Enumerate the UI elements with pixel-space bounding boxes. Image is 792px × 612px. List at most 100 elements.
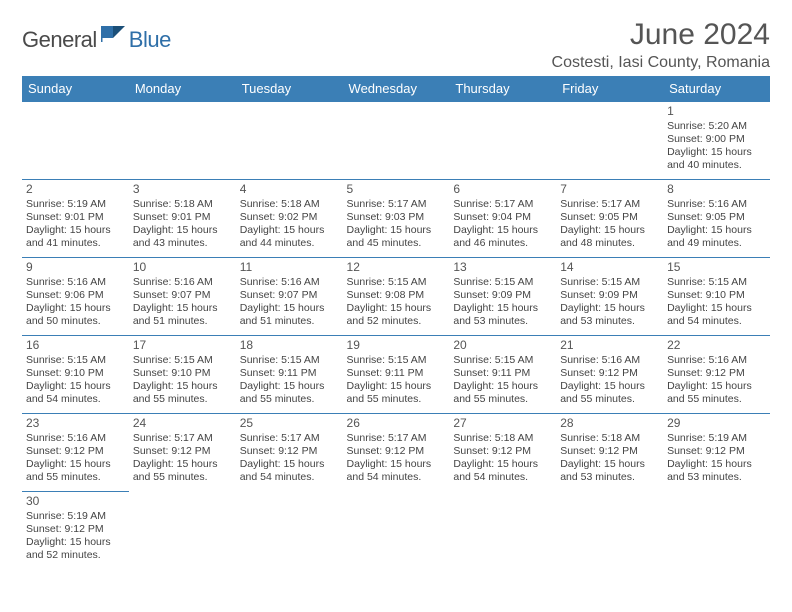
sunrise-text: Sunrise: 5:18 AM: [560, 432, 659, 445]
day-number: 20: [453, 338, 552, 353]
sunrise-text: Sunrise: 5:15 AM: [453, 354, 552, 367]
sunset-text: Sunset: 9:12 PM: [26, 445, 125, 458]
calendar-body: 1Sunrise: 5:20 AMSunset: 9:00 PMDaylight…: [22, 102, 770, 570]
sunrise-text: Sunrise: 5:19 AM: [667, 432, 766, 445]
daylight-text: Daylight: 15 hours and 53 minutes.: [560, 302, 659, 328]
day-number: 10: [133, 260, 232, 275]
daylight-text: Daylight: 15 hours and 44 minutes.: [240, 224, 339, 250]
calendar-day: 24Sunrise: 5:17 AMSunset: 9:12 PMDayligh…: [129, 414, 236, 492]
sunrise-text: Sunrise: 5:19 AM: [26, 198, 125, 211]
day-number: 28: [560, 416, 659, 431]
day-number: 19: [347, 338, 446, 353]
sunrise-text: Sunrise: 5:15 AM: [26, 354, 125, 367]
sunset-text: Sunset: 9:01 PM: [133, 211, 232, 224]
daylight-text: Daylight: 15 hours and 55 minutes.: [347, 380, 446, 406]
day-header: Thursday: [449, 76, 556, 102]
calendar-day: 18Sunrise: 5:15 AMSunset: 9:11 PMDayligh…: [236, 336, 343, 414]
sunrise-text: Sunrise: 5:17 AM: [240, 432, 339, 445]
sunset-text: Sunset: 9:10 PM: [133, 367, 232, 380]
sunrise-text: Sunrise: 5:18 AM: [240, 198, 339, 211]
calendar-day: 11Sunrise: 5:16 AMSunset: 9:07 PMDayligh…: [236, 258, 343, 336]
sunset-text: Sunset: 9:09 PM: [560, 289, 659, 302]
calendar-empty: [129, 102, 236, 180]
daylight-text: Daylight: 15 hours and 53 minutes.: [453, 302, 552, 328]
day-number: 22: [667, 338, 766, 353]
calendar-week: 30Sunrise: 5:19 AMSunset: 9:12 PMDayligh…: [22, 492, 770, 570]
day-number: 5: [347, 182, 446, 197]
daylight-text: Daylight: 15 hours and 48 minutes.: [560, 224, 659, 250]
sunrise-text: Sunrise: 5:19 AM: [26, 510, 125, 523]
sunrise-text: Sunrise: 5:18 AM: [453, 432, 552, 445]
daylight-text: Daylight: 15 hours and 52 minutes.: [26, 536, 125, 562]
day-number: 8: [667, 182, 766, 197]
sunset-text: Sunset: 9:05 PM: [560, 211, 659, 224]
sunrise-text: Sunrise: 5:17 AM: [347, 198, 446, 211]
calendar-empty: [343, 492, 450, 570]
daylight-text: Daylight: 15 hours and 51 minutes.: [240, 302, 339, 328]
calendar-empty: [556, 102, 663, 180]
day-number: 15: [667, 260, 766, 275]
calendar-empty: [22, 102, 129, 180]
logo-text-blue: Blue: [129, 27, 171, 53]
day-number: 27: [453, 416, 552, 431]
sunset-text: Sunset: 9:12 PM: [667, 445, 766, 458]
day-number: 6: [453, 182, 552, 197]
sunset-text: Sunset: 9:02 PM: [240, 211, 339, 224]
calendar-day: 10Sunrise: 5:16 AMSunset: 9:07 PMDayligh…: [129, 258, 236, 336]
day-number: 16: [26, 338, 125, 353]
calendar-day: 27Sunrise: 5:18 AMSunset: 9:12 PMDayligh…: [449, 414, 556, 492]
day-number: 30: [26, 494, 125, 509]
calendar-day: 1Sunrise: 5:20 AMSunset: 9:00 PMDaylight…: [663, 102, 770, 180]
day-header: Saturday: [663, 76, 770, 102]
location: Costesti, Iasi County, Romania: [552, 54, 770, 72]
daylight-text: Daylight: 15 hours and 55 minutes.: [133, 380, 232, 406]
calendar-day: 2Sunrise: 5:19 AMSunset: 9:01 PMDaylight…: [22, 180, 129, 258]
sunrise-text: Sunrise: 5:17 AM: [347, 432, 446, 445]
daylight-text: Daylight: 15 hours and 49 minutes.: [667, 224, 766, 250]
sunrise-text: Sunrise: 5:17 AM: [133, 432, 232, 445]
sunrise-text: Sunrise: 5:20 AM: [667, 120, 766, 133]
calendar-empty: [663, 492, 770, 570]
sunrise-text: Sunrise: 5:17 AM: [453, 198, 552, 211]
daylight-text: Daylight: 15 hours and 55 minutes.: [667, 380, 766, 406]
day-header: Sunday: [22, 76, 129, 102]
sunset-text: Sunset: 9:00 PM: [667, 133, 766, 146]
day-header: Tuesday: [236, 76, 343, 102]
calendar-day: 26Sunrise: 5:17 AMSunset: 9:12 PMDayligh…: [343, 414, 450, 492]
calendar-empty: [236, 492, 343, 570]
calendar-week: 2Sunrise: 5:19 AMSunset: 9:01 PMDaylight…: [22, 180, 770, 258]
sunset-text: Sunset: 9:08 PM: [347, 289, 446, 302]
daylight-text: Daylight: 15 hours and 54 minutes.: [453, 458, 552, 484]
calendar-day: 14Sunrise: 5:15 AMSunset: 9:09 PMDayligh…: [556, 258, 663, 336]
sunset-text: Sunset: 9:12 PM: [453, 445, 552, 458]
daylight-text: Daylight: 15 hours and 53 minutes.: [667, 458, 766, 484]
day-header: Wednesday: [343, 76, 450, 102]
sunset-text: Sunset: 9:06 PM: [26, 289, 125, 302]
calendar-empty: [556, 492, 663, 570]
calendar-week: 9Sunrise: 5:16 AMSunset: 9:06 PMDaylight…: [22, 258, 770, 336]
daylight-text: Daylight: 15 hours and 55 minutes.: [26, 458, 125, 484]
calendar-day: 28Sunrise: 5:18 AMSunset: 9:12 PMDayligh…: [556, 414, 663, 492]
calendar-day: 12Sunrise: 5:15 AMSunset: 9:08 PMDayligh…: [343, 258, 450, 336]
day-number: 21: [560, 338, 659, 353]
day-number: 18: [240, 338, 339, 353]
day-number: 4: [240, 182, 339, 197]
day-number: 14: [560, 260, 659, 275]
sunrise-text: Sunrise: 5:16 AM: [667, 354, 766, 367]
calendar-table: SundayMondayTuesdayWednesdayThursdayFrid…: [22, 76, 770, 570]
daylight-text: Daylight: 15 hours and 46 minutes.: [453, 224, 552, 250]
sunset-text: Sunset: 9:12 PM: [240, 445, 339, 458]
sunset-text: Sunset: 9:12 PM: [560, 445, 659, 458]
day-header: Monday: [129, 76, 236, 102]
daylight-text: Daylight: 15 hours and 43 minutes.: [133, 224, 232, 250]
daylight-text: Daylight: 15 hours and 55 minutes.: [453, 380, 552, 406]
calendar-day: 20Sunrise: 5:15 AMSunset: 9:11 PMDayligh…: [449, 336, 556, 414]
daylight-text: Daylight: 15 hours and 54 minutes.: [667, 302, 766, 328]
sunrise-text: Sunrise: 5:16 AM: [667, 198, 766, 211]
calendar-day: 21Sunrise: 5:16 AMSunset: 9:12 PMDayligh…: [556, 336, 663, 414]
calendar-day: 16Sunrise: 5:15 AMSunset: 9:10 PMDayligh…: [22, 336, 129, 414]
daylight-text: Daylight: 15 hours and 52 minutes.: [347, 302, 446, 328]
calendar-empty: [236, 102, 343, 180]
sunrise-text: Sunrise: 5:15 AM: [133, 354, 232, 367]
calendar-day: 5Sunrise: 5:17 AMSunset: 9:03 PMDaylight…: [343, 180, 450, 258]
